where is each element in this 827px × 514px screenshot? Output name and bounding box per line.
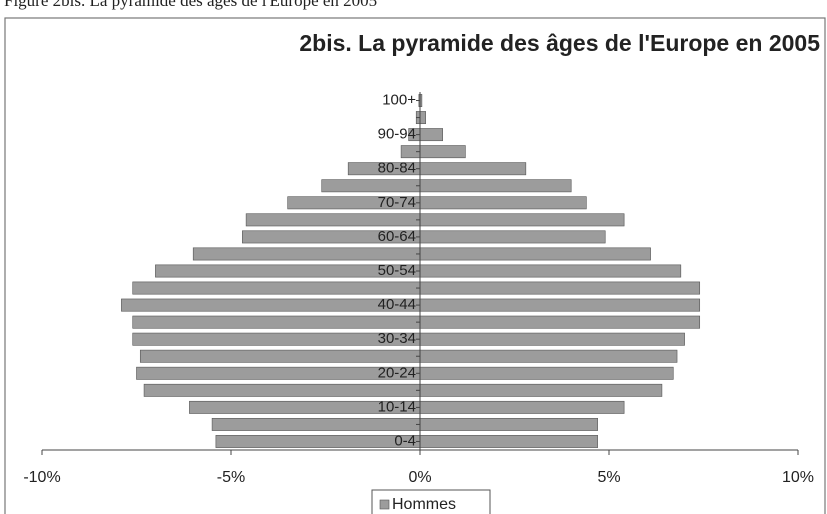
bar [419, 128, 443, 142]
bar [215, 435, 421, 448]
bar [211, 417, 421, 431]
category-label: 50-54 [378, 262, 416, 279]
bar [419, 298, 701, 312]
category-label: 70-74 [378, 194, 416, 211]
bar [121, 298, 421, 312]
x-tick-label: 5% [597, 469, 620, 486]
bar [419, 383, 663, 397]
figure-caption: Figure 2bis. La pyramide des âges de l'E… [4, 0, 377, 10]
x-tick-label: -5% [217, 469, 245, 486]
bar [419, 400, 625, 414]
legend-swatch [379, 499, 390, 510]
category-label: 80-84 [378, 160, 416, 177]
bar [419, 162, 527, 176]
bar [419, 213, 625, 227]
bar [132, 281, 421, 295]
bar [419, 196, 587, 210]
bar [132, 315, 421, 329]
category-label: 60-64 [378, 228, 416, 245]
bar [245, 213, 421, 227]
bar [419, 332, 685, 346]
category-label: 0-4 [394, 432, 416, 449]
legend-box [371, 489, 491, 514]
bar [419, 179, 572, 193]
bar [321, 179, 421, 193]
bar [143, 383, 421, 397]
bar [419, 111, 426, 125]
bar [419, 281, 701, 295]
chart-frame [4, 17, 826, 514]
bar [139, 349, 421, 363]
category-label: 100+ [382, 91, 416, 108]
category-label: 10-14 [378, 398, 416, 415]
x-tick-label: -10% [23, 469, 60, 486]
bar [419, 247, 651, 261]
bar [419, 366, 674, 380]
chart-title: 2bis. La pyramide des âges de l'Europe e… [299, 30, 820, 56]
bar [419, 315, 701, 329]
bar [419, 349, 678, 363]
bar [419, 435, 598, 448]
bar [419, 230, 606, 244]
bar [192, 247, 421, 261]
bar [419, 264, 682, 278]
bar [419, 145, 466, 159]
bar [419, 417, 598, 431]
x-tick-label: 10% [782, 469, 814, 486]
category-label: 40-44 [378, 296, 416, 313]
category-label: 90-94 [378, 126, 416, 143]
category-label: 30-34 [378, 330, 416, 347]
category-label: 20-24 [378, 364, 416, 381]
x-tick-label: 0% [408, 469, 431, 486]
legend-label: Hommes [392, 496, 456, 513]
